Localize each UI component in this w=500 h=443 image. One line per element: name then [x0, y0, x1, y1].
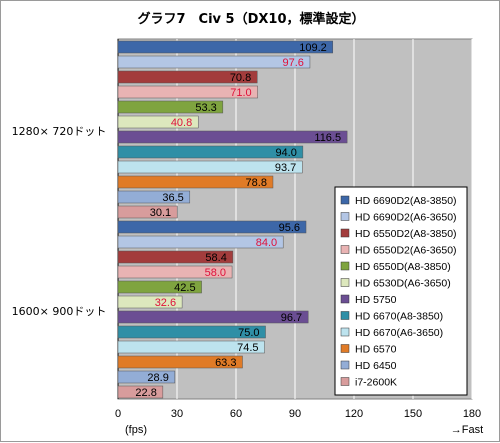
data-label: 30.1: [150, 207, 171, 219]
x-tick-label: 120: [345, 408, 363, 420]
x-tick-label: 0: [115, 408, 121, 420]
data-label: 96.7: [281, 312, 302, 324]
data-label: 84.0: [256, 237, 277, 249]
data-label: 58.0: [205, 267, 226, 279]
data-label: 70.8: [230, 72, 251, 84]
legend-label: HD 6670(A8-3850): [355, 311, 443, 323]
legend-swatch: [340, 311, 350, 320]
legend: HD 6690D2(A8-3850) HD 6690D2(A6-3650) HD 6…: [334, 186, 468, 396]
bar: [117, 325, 266, 339]
legend-label: i7-2600K: [355, 377, 397, 389]
bar: [117, 190, 191, 204]
data-label: 32.6: [155, 297, 176, 309]
data-label: 36.5: [162, 192, 183, 204]
data-label: 58.4: [205, 252, 226, 264]
legend-label: HD 6550D(A8-3850): [355, 261, 451, 273]
bar: [117, 250, 234, 264]
legend-label: HD 6450: [355, 360, 397, 372]
data-label: 94.0: [275, 147, 296, 159]
data-label: 116.5: [314, 132, 341, 144]
legend-label: HD 5750: [355, 294, 397, 306]
legend-label: HD 6690D2(A8-3850): [355, 195, 457, 207]
bar: [117, 115, 199, 129]
category-label: 1280× 720ドット: [12, 125, 107, 138]
bar: [117, 265, 233, 279]
legend-label: HD 6670(A6-3650): [355, 327, 443, 339]
data-label: 97.6: [283, 57, 304, 69]
bar: [117, 40, 334, 54]
bar: [117, 220, 307, 234]
data-label: 93.7: [275, 162, 296, 174]
bar: [117, 370, 176, 384]
data-label: 75.0: [238, 327, 259, 339]
legend-label: HD 6570: [355, 344, 397, 356]
data-label: 40.8: [171, 117, 192, 129]
data-label: 78.8: [246, 177, 267, 189]
data-label: 28.9: [147, 372, 168, 384]
data-label: 95.6: [279, 222, 300, 234]
bar: [117, 235, 284, 249]
x-tick-label: 150: [404, 408, 422, 420]
bars: 109.2 97.6 70.8 71.0 53.340.8 116.5 94.0 93.7 78…: [117, 40, 348, 399]
legend-swatch: [340, 228, 350, 238]
bar: [117, 340, 265, 354]
direction-note: →Fast: [451, 424, 483, 436]
legend-swatch: [340, 344, 350, 353]
bar: [117, 280, 202, 294]
legend-swatch: [340, 212, 350, 221]
data-label: 53.3: [195, 102, 216, 114]
bar: [117, 295, 183, 309]
bar: [117, 355, 243, 369]
category-label: 1600× 900ドット: [12, 305, 107, 318]
legend-swatch: [340, 245, 350, 254]
bar: [117, 385, 164, 399]
x-tick-label: 180: [463, 408, 481, 420]
bar: [117, 85, 258, 99]
legend-label: HD 6550D2(A6-3650): [355, 245, 457, 257]
legend-swatch: [340, 360, 350, 370]
legend-swatch: [340, 278, 350, 287]
bar: [117, 175, 274, 189]
bar: [117, 160, 303, 174]
chart-title: グラフ7 Civ 5（DX10，標準設定）: [138, 11, 365, 27]
data-label: 74.5: [237, 342, 258, 354]
x-tick-labels: 0 30 60 90 120 150 180: [115, 408, 481, 420]
bar: [117, 145, 304, 159]
legend-swatch: [340, 261, 350, 271]
data-label: 71.0: [230, 87, 251, 99]
data-label: 109.2: [299, 42, 327, 54]
bar: [117, 205, 178, 219]
bar: [117, 130, 348, 144]
data-label: 22.8: [135, 387, 156, 399]
legend-swatch: [340, 294, 350, 304]
legend-swatch: [340, 195, 350, 205]
data-label: 63.3: [215, 357, 236, 369]
x-tick-label: 60: [230, 408, 242, 420]
legend-label: HD 6530D(A6-3650): [355, 278, 451, 290]
category-labels: 1280× 720ドット 1600× 900ドット: [12, 125, 107, 318]
legend-label: HD 6690D2(A6-3650): [355, 212, 457, 224]
x-tick-label: 30: [171, 408, 183, 420]
legend-label: HD 6550D2(A8-3850): [355, 228, 457, 240]
x-tick-label: 90: [289, 408, 301, 420]
legend-box: [334, 186, 468, 396]
data-label: 42.5: [174, 282, 195, 294]
x-axis-label: (fps): [125, 424, 147, 436]
legend-swatch: [340, 327, 350, 337]
bar: [117, 310, 309, 324]
bar: [117, 55, 311, 69]
legend-swatch: [340, 377, 350, 386]
bar: [117, 100, 224, 114]
bar: [117, 70, 258, 84]
